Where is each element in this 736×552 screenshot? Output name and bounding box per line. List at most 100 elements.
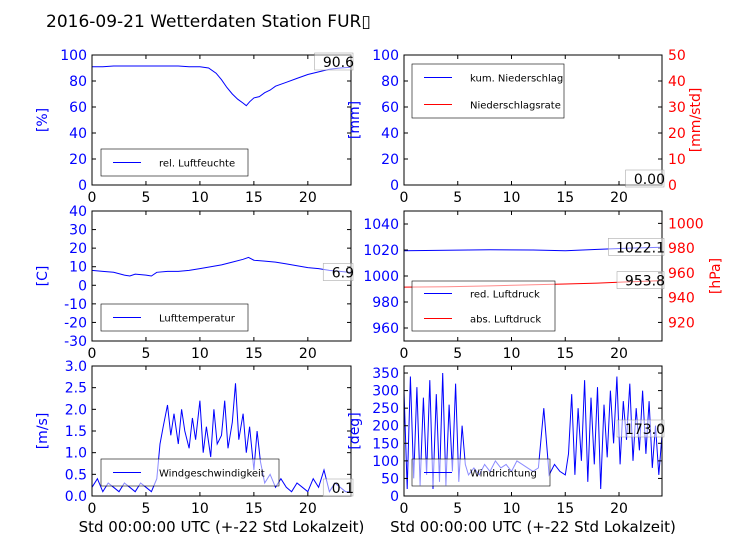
chart-humidity: 0 5 10 15 20 0 20 40 60 80 100 [%] rel. Luftfeuchte 9… bbox=[35, 48, 354, 206]
y-tick-label: -10 bbox=[64, 297, 87, 313]
legend-label: kum. Niederschlag bbox=[470, 74, 563, 85]
legend-box-pressure bbox=[411, 280, 556, 332]
y-tick-label: 150 bbox=[372, 436, 399, 452]
y-tick-label: 30 bbox=[69, 223, 87, 239]
x-tick-label: 20 bbox=[610, 190, 628, 206]
legend-box-precipitation bbox=[411, 63, 565, 119]
y-tick-label: 250 bbox=[372, 401, 399, 417]
y-axis-label: [C] bbox=[35, 266, 51, 287]
x-tick-label: 5 bbox=[453, 346, 462, 362]
value-callout-box bbox=[616, 419, 665, 438]
x-tick-label: 5 bbox=[453, 501, 462, 517]
y-tick-label: 200 bbox=[372, 419, 399, 435]
value-callout: 173.0 bbox=[625, 422, 665, 438]
y-tick-label-right: 30 bbox=[668, 100, 686, 116]
y-tick-label-right: 0 bbox=[668, 178, 677, 194]
y-axis-label: [m/s] bbox=[35, 413, 51, 450]
y-tick-label: 80 bbox=[69, 74, 87, 90]
y-tick-label: 1020 bbox=[363, 243, 399, 259]
y-tick-label-right: 980 bbox=[668, 241, 695, 257]
y-tick-label: 2.5 bbox=[65, 381, 87, 397]
y-axis-label: [%] bbox=[35, 108, 51, 132]
x-tick-label: 20 bbox=[299, 346, 317, 362]
value-callout: 0.1 bbox=[332, 481, 354, 497]
x-tick-label: 15 bbox=[556, 346, 574, 362]
y-axis-label: [deg] bbox=[347, 412, 363, 449]
x-axis-label: Std 00:00:00 UTC (+-22 Std Lokalzeit) bbox=[79, 518, 365, 536]
x-tick-label: 20 bbox=[610, 501, 628, 517]
y-tick-label: -30 bbox=[64, 334, 87, 350]
x-tick-label: 5 bbox=[453, 190, 462, 206]
x-tick-label: 5 bbox=[141, 190, 150, 206]
x-tick-label: 0 bbox=[88, 501, 97, 517]
y-tick-label: 80 bbox=[381, 74, 399, 90]
y-tick-label-right: 940 bbox=[668, 291, 695, 307]
x-tick-label: 0 bbox=[88, 346, 97, 362]
y-tick-label-right: 1000 bbox=[668, 216, 704, 232]
y-tick-label: 1000 bbox=[363, 269, 399, 285]
x-tick-label: 0 bbox=[400, 501, 409, 517]
x-axis-label: Std 00:00:00 UTC (+-22 Std Lokalzeit) bbox=[390, 518, 676, 536]
y-tick-label: -20 bbox=[64, 315, 87, 331]
value-callout-box bbox=[322, 263, 354, 281]
y-tick-label: 0 bbox=[390, 178, 399, 194]
chart-precipitation: 0 5 10 15 20 0 20 40 60 80 100 0 10 20 30 40 50 [mm] [mm/s… bbox=[347, 48, 704, 206]
value-callout: 953.8 bbox=[625, 274, 665, 290]
y-tick-label-right: 40 bbox=[668, 74, 686, 90]
y-tick-label: 60 bbox=[69, 100, 87, 116]
y-tick-label-right: 960 bbox=[668, 266, 695, 282]
legend-label: abs. Luftdruck bbox=[470, 315, 541, 326]
x-tick-label: 0 bbox=[400, 346, 409, 362]
y-tick-label: 10 bbox=[69, 260, 87, 276]
legend-label: red. Luftdruck bbox=[470, 290, 540, 301]
series-line-temperature-0 bbox=[91, 256, 352, 277]
plot-frame-precipitation bbox=[403, 54, 663, 186]
y-tick-label: 0.0 bbox=[65, 489, 87, 505]
y-tick-label: 0 bbox=[390, 489, 399, 505]
series-line-humidity-0 bbox=[92, 65, 352, 107]
y-tick-label: 20 bbox=[69, 241, 87, 257]
value-callout: 1022.1 bbox=[616, 240, 665, 256]
y-tick-label: 40 bbox=[381, 126, 399, 142]
legend-label: Windgeschwindigkeit bbox=[159, 469, 265, 480]
y-tick-label: 350 bbox=[372, 366, 399, 382]
x-tick-label: 10 bbox=[503, 346, 521, 362]
x-tick-label: 0 bbox=[88, 190, 97, 206]
legend-label: rel. Luftfeuchte bbox=[159, 159, 235, 170]
value-callout-box bbox=[625, 169, 665, 188]
y-tick-label-right: 920 bbox=[668, 315, 695, 331]
value-callout-box bbox=[322, 478, 354, 497]
chart-temperature: 0 5 10 15 20 -30 -20 -10 0 10 20 30 40 [C] Lufttempera… bbox=[35, 204, 354, 362]
x-tick-label: 10 bbox=[503, 501, 521, 517]
value-callout: 0.00 bbox=[634, 172, 665, 188]
y-tick-label: 50 bbox=[381, 471, 399, 487]
value-callout-box bbox=[608, 238, 665, 256]
x-tick-label: 10 bbox=[191, 501, 209, 517]
x-tick-label: 15 bbox=[245, 346, 263, 362]
x-tick-label: 10 bbox=[503, 190, 521, 206]
x-tick-label: 15 bbox=[556, 501, 574, 517]
y-tick-label: 20 bbox=[69, 152, 87, 168]
y-tick-label: 1.0 bbox=[65, 446, 87, 462]
figure-title: 2016-09-21 Wetterdaten Station FUR▯ bbox=[46, 12, 371, 32]
y-axis-label-right: [hPa] bbox=[708, 258, 724, 294]
y-tick-label: 960 bbox=[372, 321, 399, 337]
x-tick-label: 15 bbox=[556, 190, 574, 206]
y-tick-label: 300 bbox=[372, 384, 399, 400]
y-tick-label: 0 bbox=[78, 178, 87, 194]
y-tick-label: 2.0 bbox=[65, 402, 87, 418]
x-tick-label: 20 bbox=[610, 346, 628, 362]
y-axis-label-right: [mm/std] bbox=[688, 88, 704, 153]
y-tick-label: 0 bbox=[78, 278, 87, 294]
y-tick-label: 3.0 bbox=[65, 359, 87, 375]
y-tick-label: 20 bbox=[381, 152, 399, 168]
x-tick-label: 5 bbox=[141, 501, 150, 517]
value-callout: 90.6 bbox=[323, 55, 354, 71]
value-callout-box bbox=[616, 271, 665, 289]
y-tick-label: 100 bbox=[372, 454, 399, 470]
y-tick-label-right: 10 bbox=[668, 152, 686, 168]
value-callout-box bbox=[314, 52, 354, 71]
chart-windspeed: 0 5 10 15 20 0.0 0.5 1.0 1.5 2.0 2.5 3.0 [m/s] Std 00… bbox=[35, 359, 364, 536]
y-tick-label: 100 bbox=[60, 48, 87, 64]
